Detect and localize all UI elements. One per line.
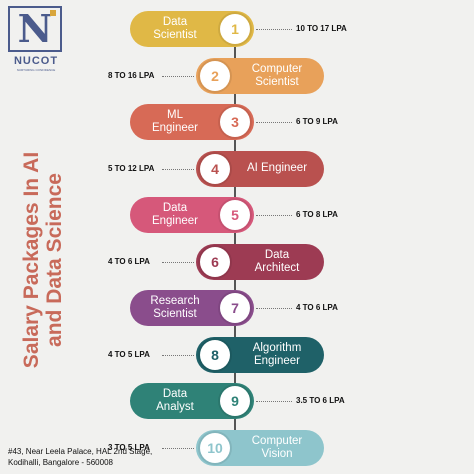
role-label: Data Architect xyxy=(254,248,300,274)
rank-number: 9 xyxy=(220,386,250,416)
role-pill: ML Engineer 3 xyxy=(130,104,254,140)
role-label: Data Engineer xyxy=(151,202,199,227)
rank-number: 3 xyxy=(220,107,250,137)
role-pill: AI Engineer 4 xyxy=(196,150,324,187)
leader-dots xyxy=(162,168,194,170)
logo-tagline: NURTURING CONFIDENCE xyxy=(16,68,56,72)
page-title: Salary Packages In AI and Data Science xyxy=(20,140,66,380)
role-label: Computer Scientist xyxy=(251,62,303,88)
rank-number: 4 xyxy=(200,153,230,184)
role-pill: Data Architect 6 xyxy=(196,243,324,280)
leader-dots xyxy=(256,215,292,216)
salary-range: 4 TO 6 LPA xyxy=(296,303,338,312)
role-pill: Computer Vision 10 xyxy=(196,429,324,466)
role-label: Data Scientist xyxy=(153,16,197,41)
role-pill: Computer Scientist 2 xyxy=(196,57,324,94)
salary-range: 6 TO 9 LPA xyxy=(296,117,338,126)
salary-range: 8 TO 16 LPA xyxy=(108,70,155,80)
leader-dots xyxy=(162,261,194,263)
salary-range: 3 TO 5 LPA xyxy=(108,442,150,452)
rank-number: 6 xyxy=(200,246,230,277)
leader-dots xyxy=(256,401,292,402)
role-label: AI Engineer xyxy=(246,162,308,174)
logo-letter: N xyxy=(17,6,53,51)
rank-number: 7 xyxy=(220,293,250,323)
title-line-1: Salary Packages In AI xyxy=(20,151,43,369)
logo-accent-dot xyxy=(50,10,56,16)
salary-range: 3.5 TO 6 LPA xyxy=(296,396,345,405)
rank-number: 2 xyxy=(200,60,230,91)
title-line-2: and Data Science xyxy=(43,173,66,347)
timeline-connector xyxy=(234,30,236,450)
role-label: Data Analyst xyxy=(156,388,194,413)
address-line-1: #43, Near Leela Palace, HAL 2nd Stage, xyxy=(8,447,153,456)
nucot-logo: N NUCOT NURTURING CONFIDENCE xyxy=(6,6,66,76)
role-label: Computer Vision xyxy=(251,434,303,460)
logo-frame xyxy=(8,6,62,52)
salary-range: 5 TO 12 LPA xyxy=(108,163,155,173)
logo-name: NUCOT xyxy=(13,55,59,67)
leader-dots xyxy=(256,29,292,30)
role-pill: Research Scientist 7 xyxy=(130,290,254,326)
role-pill: Data Scientist 1 xyxy=(130,11,254,47)
role-label: Algorithm Engineer xyxy=(252,341,302,367)
salary-range: 4 TO 6 LPA xyxy=(108,256,150,266)
role-pill: Data Analyst 9 xyxy=(130,383,254,419)
role-label: Research Scientist xyxy=(150,295,200,320)
salary-range: 4 TO 5 LPA xyxy=(108,349,150,359)
rank-number: 5 xyxy=(220,200,250,230)
role-pill: Algorithm Engineer 8 xyxy=(196,336,324,373)
address: #43, Near Leela Palace, HAL 2nd Stage, K… xyxy=(8,446,152,468)
leader-dots xyxy=(162,75,194,77)
rank-number: 1 xyxy=(220,14,250,44)
leader-dots xyxy=(162,354,194,356)
role-label: ML Engineer xyxy=(151,109,199,134)
leader-dots xyxy=(256,308,292,309)
rank-number: 8 xyxy=(200,339,230,370)
salary-range: 10 TO 17 LPA xyxy=(296,24,347,33)
rank-number: 10 xyxy=(200,432,230,463)
salary-range: 6 TO 8 LPA xyxy=(296,210,338,219)
leader-dots xyxy=(256,122,292,123)
address-line-2: Kodihalli, Bangalore - 560008 xyxy=(8,458,113,467)
role-pill: Data Engineer 5 xyxy=(130,197,254,233)
leader-dots xyxy=(162,447,194,449)
